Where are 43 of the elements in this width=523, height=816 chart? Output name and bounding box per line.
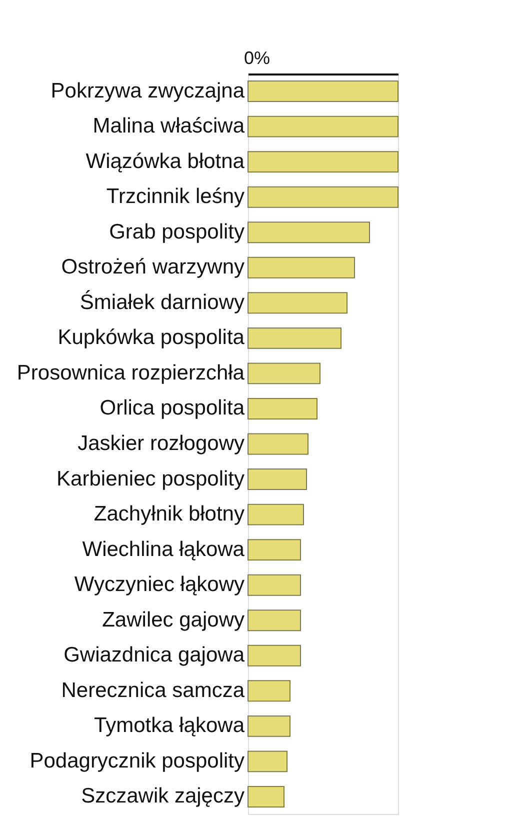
y-tick-label: Kupkówka pospolita bbox=[58, 326, 245, 350]
y-tick-label: Prosownica rozpierzchła bbox=[16, 361, 245, 384]
bar bbox=[248, 292, 348, 314]
y-tick-label: Szczawik zajęczy bbox=[81, 784, 245, 808]
bar bbox=[248, 116, 398, 138]
y-tick-label: Nerecznica samcza bbox=[61, 678, 245, 702]
y-tick-label: Tymotka łąkowa bbox=[94, 714, 245, 738]
bar bbox=[248, 504, 304, 526]
y-tick-label: Karbieniec pospolity bbox=[56, 467, 245, 490]
bar bbox=[248, 539, 301, 561]
bar bbox=[248, 151, 398, 173]
y-tick-label: Gwiazdnica gajowa bbox=[64, 644, 245, 667]
bar bbox=[248, 222, 370, 244]
y-tick-label: Zawilec gajowy bbox=[102, 608, 245, 632]
bar bbox=[248, 398, 318, 420]
y-tick-label: Wiechlina łąkowa bbox=[82, 538, 245, 561]
y-tick-label: Orlica pospolita bbox=[100, 396, 245, 420]
bar bbox=[248, 644, 301, 666]
bar bbox=[248, 715, 290, 737]
bar bbox=[248, 468, 307, 490]
bar bbox=[248, 362, 320, 384]
y-tick-label: Zachyłnik błotny bbox=[94, 502, 245, 526]
y-tick-label: Pokrzywa zwyczajna bbox=[50, 79, 245, 102]
bar bbox=[248, 574, 301, 596]
y-tick-label: Śmiałek darniowy bbox=[80, 290, 245, 314]
bar bbox=[248, 433, 308, 455]
bar bbox=[248, 750, 288, 772]
y-tick-label: Ostrożeń warzywny bbox=[61, 256, 245, 279]
y-tick-label: Malina właściwa bbox=[92, 114, 245, 138]
bar bbox=[248, 186, 398, 208]
y-tick-label: Grab pospolity bbox=[109, 220, 245, 244]
y-tick-label: Trzcinnik leśny bbox=[106, 185, 245, 208]
bar bbox=[248, 256, 355, 278]
bar bbox=[248, 80, 398, 102]
bar bbox=[248, 610, 301, 632]
bar bbox=[248, 680, 290, 702]
y-tick-label: Wyczyniec łąkowy bbox=[74, 573, 245, 596]
bar bbox=[248, 786, 284, 808]
y-tick-label: Jaskier rozłogowy bbox=[78, 432, 245, 455]
y-tick-label: Wiązówka błotna bbox=[86, 150, 245, 173]
y-tick-label: Podagrycznik pospolity bbox=[30, 749, 245, 772]
text: 0% bbox=[244, 48, 270, 68]
bar bbox=[248, 327, 342, 349]
